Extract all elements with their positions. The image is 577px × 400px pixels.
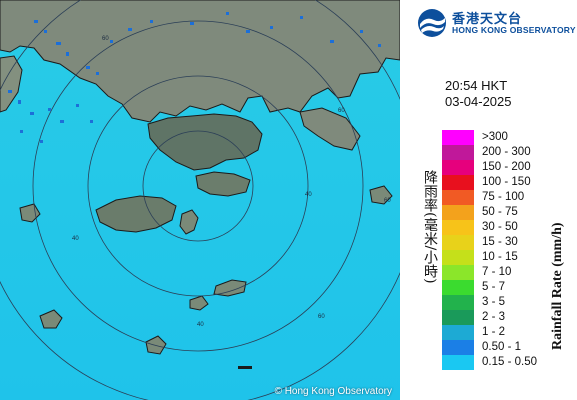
legend-swatch [442, 250, 474, 265]
hong-kong-island [195, 171, 251, 197]
legend-label: 0.15 - 0.50 [482, 356, 537, 368]
org-name-zh: 香港天文台 [452, 11, 523, 26]
legend-label: 30 - 50 [482, 221, 518, 233]
legend-item: 30 - 50 [442, 220, 572, 235]
legend-swatch [442, 340, 474, 355]
legend-label: 3 - 5 [482, 296, 506, 308]
legend-label: 150 - 200 [482, 161, 531, 173]
legend-swatch [442, 160, 474, 175]
southwest-island [39, 309, 63, 329]
legend-item: 2 - 3 [442, 310, 572, 325]
kowloon-nt-land [147, 113, 263, 171]
radar-map-svg: 60 60 40 60 40 60 40 [0, 0, 400, 400]
legend-item: 100 - 150 [442, 175, 572, 190]
west-delta-land [0, 55, 23, 113]
legend-item: 1 - 2 [442, 325, 572, 340]
legend-swatch [442, 175, 474, 190]
legend-label: 2 - 3 [482, 311, 506, 323]
legend-label: 0.50 - 1 [482, 341, 521, 353]
ring-label: 60 [338, 108, 345, 114]
lamma-island [179, 209, 199, 235]
legend-swatch [442, 235, 474, 250]
legend-title-zh: 降雨率(毫米/小時) [422, 170, 438, 284]
legend-swatch [442, 220, 474, 235]
lemma-island [213, 279, 247, 297]
small-islet [238, 366, 252, 369]
legend-swatch [442, 265, 474, 280]
legend-swatch [442, 325, 474, 340]
legend-swatch [442, 280, 474, 295]
mainland-landmass [0, 0, 400, 123]
east-peninsula-land [299, 107, 361, 151]
legend-item: 7 - 10 [442, 265, 572, 280]
ring-label: 40 [72, 236, 79, 242]
legend-label: 1 - 2 [482, 326, 506, 338]
legend-item: 50 - 75 [442, 205, 572, 220]
org-name-en: HONG KONG OBSERVATORY [452, 25, 576, 35]
side-panel: 香港天文台 HONG KONG OBSERVATORY 20:54 HKT 03… [400, 0, 577, 400]
legend-swatch [442, 355, 474, 370]
legend-item: 10 - 15 [442, 250, 572, 265]
lantau-island [95, 195, 177, 233]
legend-item: 15 - 30 [442, 235, 572, 250]
legend-swatch [442, 295, 474, 310]
time-label: 20:54 HKT [445, 78, 508, 93]
legend-item: 75 - 100 [442, 190, 572, 205]
legend-swatch [442, 205, 474, 220]
date-label: 03-04-2025 [445, 94, 512, 109]
legend-label: 100 - 150 [482, 176, 531, 188]
legend-label: >300 [482, 131, 508, 143]
legend-title-en: Rainfall Rate (mm/h) [550, 222, 565, 350]
hko-logo-icon [418, 9, 446, 37]
rain-echoes [8, 12, 381, 143]
range-rings [0, 0, 400, 400]
range-ring-labels: 60 60 40 60 40 60 40 [72, 36, 391, 328]
legend-item: 0.15 - 0.50 [442, 355, 572, 370]
east-island [369, 185, 393, 205]
legend-label: 75 - 100 [482, 191, 525, 203]
legend-item: 3 - 5 [442, 295, 572, 310]
legend-item: 5 - 7 [442, 280, 572, 295]
hko-logo[interactable]: 香港天文台 HONG KONG OBSERVATORY [416, 6, 576, 40]
legend-item: 150 - 200 [442, 160, 572, 175]
ring-label: 60 [102, 36, 109, 42]
legend-label: 10 - 15 [482, 251, 518, 263]
legend-swatch [442, 190, 474, 205]
legend-label: 15 - 30 [482, 236, 518, 248]
legend-item: 0.50 - 1 [442, 340, 572, 355]
ring-label: 60 [384, 198, 391, 204]
ring-label: 60 [318, 314, 325, 320]
south-islands [145, 295, 209, 355]
ring-label: 40 [305, 192, 312, 198]
legend-label: 7 - 10 [482, 266, 512, 278]
legend-item: >300 [442, 130, 572, 145]
legend-swatch [442, 145, 474, 160]
legend-item: 200 - 300 [442, 145, 572, 160]
legend-label: 5 - 7 [482, 281, 506, 293]
ring-label: 40 [197, 322, 204, 328]
legend-label: 50 - 75 [482, 206, 518, 218]
radar-map[interactable]: 60 60 40 60 40 60 40 © Hong Kong Observa… [0, 0, 400, 400]
copyright-text: © Hong Kong Observatory [274, 386, 392, 397]
legend-label: 200 - 300 [482, 146, 531, 158]
legend-swatch [442, 310, 474, 325]
legend-swatch [442, 130, 474, 145]
